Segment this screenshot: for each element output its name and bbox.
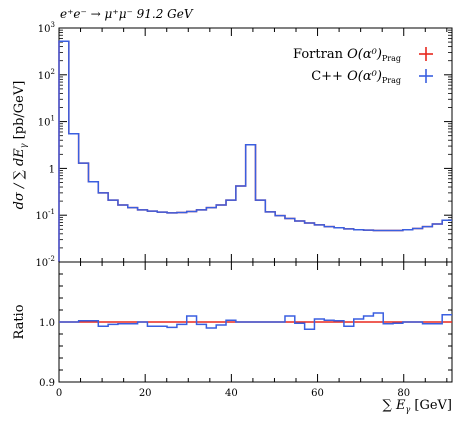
- chart-title: e⁺e⁻ → μ⁺μ⁻ 91.2 GeV: [60, 7, 194, 21]
- x-tick-label: 0: [56, 388, 62, 399]
- ratio-y-tick-label: 0.9: [39, 378, 55, 389]
- legend-label-fortran: Fortran O(α⁰)Prag: [293, 47, 401, 63]
- legend-marker-cpp: [419, 69, 433, 83]
- ratio-x-axis: 0 20 40 60 80: [56, 262, 448, 399]
- main-y-tick-label: 10-2: [35, 255, 55, 269]
- ratio-y-tick-label: 1.0: [39, 318, 55, 329]
- ratio-series-layer: [59, 312, 452, 330]
- x-axis-label-sub: γ: [405, 405, 410, 414]
- legend: Fortran O(α⁰)Prag C++ O(α⁰)Prag: [293, 47, 433, 85]
- x-tick-label: 20: [139, 388, 152, 399]
- main-y-axis-label-sub: γ: [19, 143, 28, 148]
- legend-label-cpp: C++ O(α⁰)Prag: [311, 69, 401, 85]
- x-axis-label-unit: [GeV]: [414, 398, 452, 413]
- main-y-axis-label-text: dσ / ∑ dE: [12, 148, 27, 210]
- series-line-cpp: [58, 40, 452, 262]
- legend-marker-fortran: [419, 47, 433, 61]
- legend-name-cpp: C++: [311, 69, 343, 84]
- x-tick-label: 80: [397, 388, 410, 399]
- main-y-axis-label: dσ / ∑ dEγ [pb/GeV]: [12, 81, 28, 210]
- legend-math-fortran: O(α⁰): [347, 47, 382, 62]
- legend-sub-fortran: Prag: [382, 54, 401, 63]
- main-x-ticks: [58, 28, 448, 262]
- main-y-tick-label: 103: [38, 21, 55, 35]
- main-y-tick-label: 10-1: [35, 208, 55, 222]
- x-tick-label: 60: [311, 388, 324, 399]
- legend-sub-cpp: Prag: [382, 76, 401, 85]
- main-y-axis-label-unit: [pb/GeV]: [12, 81, 27, 140]
- ratio-y-axis-label: Ratio: [12, 304, 27, 339]
- main-series-layer: [58, 40, 452, 262]
- x-axis-label: ∑ Eγ [GeV]: [383, 398, 452, 414]
- x-axis-label-text: ∑ E: [383, 398, 406, 413]
- main-y-tick-label: 1: [49, 164, 55, 175]
- legend-name-fortran: Fortran: [293, 47, 344, 62]
- ratio-line-cpp: [59, 312, 452, 330]
- legend-math-cpp: O(α⁰): [347, 69, 382, 84]
- main-y-tick-label: 101: [38, 115, 55, 129]
- x-tick-label: 40: [225, 388, 238, 399]
- main-y-tick-label: 102: [38, 68, 55, 82]
